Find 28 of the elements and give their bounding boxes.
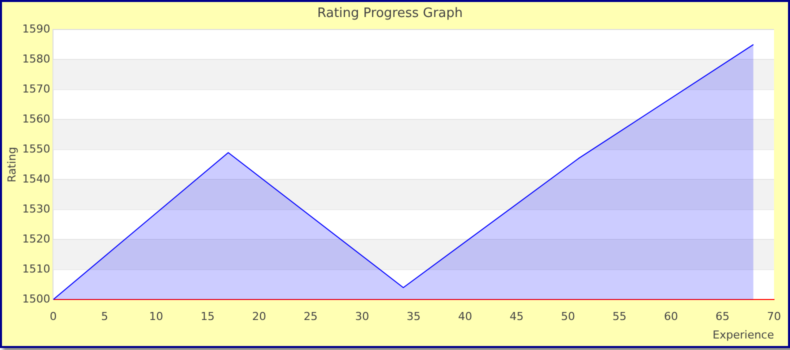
x-tick-label: 65 bbox=[716, 310, 730, 324]
x-tick-label: 15 bbox=[200, 310, 215, 324]
y-tick-label: 1500 bbox=[22, 292, 50, 306]
chart-title: Rating Progress Graph bbox=[317, 6, 463, 22]
x-tick-label: 20 bbox=[252, 310, 266, 324]
x-tick-label: 30 bbox=[355, 310, 370, 324]
y-tick-label: 1550 bbox=[22, 142, 50, 156]
x-tick-label: 60 bbox=[664, 310, 678, 324]
x-tick-label: 0 bbox=[50, 310, 57, 324]
y-tick-label: 1520 bbox=[22, 232, 50, 246]
y-tick-label: 1530 bbox=[22, 202, 50, 216]
x-tick-label: 5 bbox=[101, 310, 108, 324]
x-tick-label: 25 bbox=[304, 310, 318, 324]
y-tick-label: 1560 bbox=[22, 112, 50, 126]
x-tick-label: 10 bbox=[149, 310, 164, 324]
y-tick-label: 1540 bbox=[22, 172, 50, 186]
y-axis-title: Rating bbox=[5, 146, 18, 182]
y-tick-label: 1580 bbox=[22, 52, 50, 66]
y-tick-label: 1570 bbox=[22, 82, 50, 96]
x-tick-label: 40 bbox=[458, 310, 472, 324]
x-axis-title: Experience bbox=[712, 328, 774, 342]
x-tick-label: 70 bbox=[767, 310, 781, 324]
x-tick-label: 45 bbox=[510, 310, 524, 324]
x-tick-label: 50 bbox=[561, 310, 576, 324]
x-tick-label: 55 bbox=[612, 310, 627, 324]
y-tick-label: 1510 bbox=[22, 262, 50, 276]
y-tick-label: 1590 bbox=[22, 22, 50, 36]
x-tick-label: 35 bbox=[406, 310, 421, 324]
